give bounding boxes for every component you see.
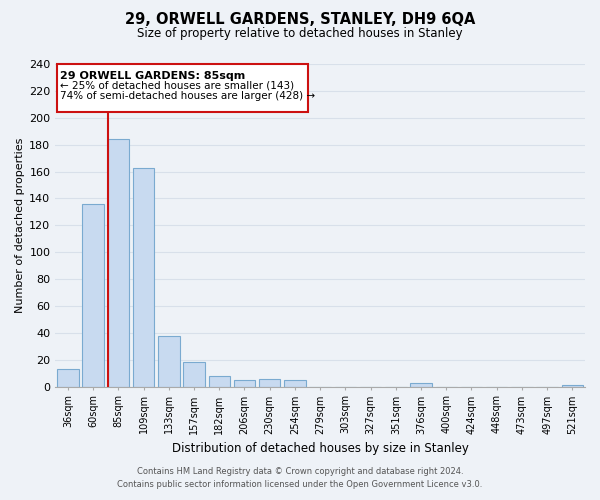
Bar bbox=[284, 380, 305, 386]
Bar bbox=[57, 369, 79, 386]
Bar bbox=[158, 336, 179, 386]
Text: 29, ORWELL GARDENS, STANLEY, DH9 6QA: 29, ORWELL GARDENS, STANLEY, DH9 6QA bbox=[125, 12, 475, 28]
X-axis label: Distribution of detached houses by size in Stanley: Distribution of detached houses by size … bbox=[172, 442, 469, 455]
Text: Size of property relative to detached houses in Stanley: Size of property relative to detached ho… bbox=[137, 28, 463, 40]
Y-axis label: Number of detached properties: Number of detached properties bbox=[15, 138, 25, 313]
Bar bbox=[56, 64, 308, 112]
Text: ← 25% of detached houses are smaller (143): ← 25% of detached houses are smaller (14… bbox=[61, 80, 295, 90]
Bar bbox=[82, 204, 104, 386]
Text: 74% of semi-detached houses are larger (428) →: 74% of semi-detached houses are larger (… bbox=[61, 91, 316, 101]
Bar bbox=[133, 168, 154, 386]
Text: 29 ORWELL GARDENS: 85sqm: 29 ORWELL GARDENS: 85sqm bbox=[61, 70, 245, 81]
Bar bbox=[234, 380, 255, 386]
Bar bbox=[410, 382, 432, 386]
Bar bbox=[183, 362, 205, 386]
Bar bbox=[209, 376, 230, 386]
Text: Contains HM Land Registry data © Crown copyright and database right 2024.
Contai: Contains HM Land Registry data © Crown c… bbox=[118, 468, 482, 489]
Bar bbox=[107, 140, 129, 386]
Bar bbox=[259, 378, 280, 386]
